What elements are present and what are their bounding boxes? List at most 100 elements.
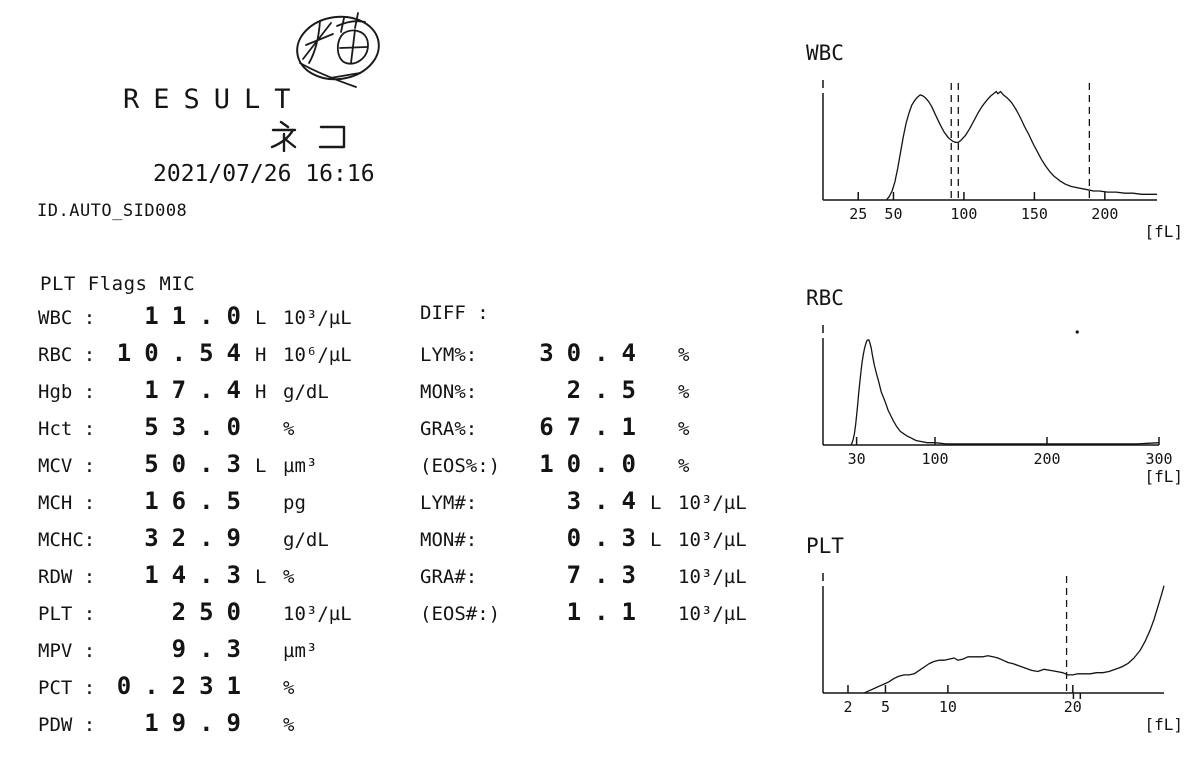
- result-row-lym%: LYM%: 30.4%: [420, 339, 747, 376]
- param-unit: g/dL: [283, 529, 329, 551]
- plt-distribution-curve: [863, 585, 1165, 694]
- param-value: 53.0: [144, 413, 254, 441]
- param-value: 0.3: [566, 524, 649, 552]
- result-row-wbc: WBC : 11.0 L 10³/µL: [38, 302, 352, 339]
- rbc-histogram: RBC 30 100 200 300[fL]: [806, 286, 1183, 486]
- param-label: MCV :: [38, 455, 96, 477]
- param-value: 3.4: [566, 487, 649, 515]
- param-unit: %: [678, 455, 690, 477]
- result-row-plt: PLT : 250 10³/µL: [38, 598, 352, 635]
- x-tick-label: 200: [1033, 450, 1060, 468]
- result-row-gra%: GRA%: 67.1%: [420, 413, 747, 450]
- param-value: 250: [171, 598, 254, 626]
- param-value: 9.3: [171, 635, 254, 663]
- param-label: MCHC:: [38, 529, 96, 551]
- result-row-mchc: MCHC: 32.9 g/dL: [38, 524, 352, 561]
- param-value: 14.3: [144, 561, 254, 589]
- result-row-pdw: PDW : 19.9%: [38, 709, 352, 746]
- diff-results-column: DIFF : LYM%: 30.4% MON%: 2.5% GRA%: 67.1% (EOS%…: [420, 302, 747, 635]
- x-tick-label: 25: [849, 205, 867, 223]
- result-row-hct: Hct : 53.0%: [38, 413, 352, 450]
- param-unit: 10³/µL: [678, 603, 747, 625]
- param-label: PLT :: [38, 603, 96, 625]
- param-unit: %: [283, 566, 295, 588]
- param-label: MCH :: [38, 492, 96, 514]
- param-value: 10.54: [116, 339, 254, 367]
- result-row-mon#: MON#: 0.3 L 10³/µL: [420, 524, 747, 561]
- param-value: 17.4: [144, 376, 254, 404]
- param-unit: µm³: [283, 455, 318, 477]
- result-row-eos%: (EOS%:) 10.0%: [420, 450, 747, 487]
- x-axis-unit-label: [fL]: [1144, 467, 1183, 486]
- result-row-mch: MCH : 16.5 pg: [38, 487, 352, 524]
- param-unit: 10³/µL: [283, 603, 352, 625]
- stamp-kanji-strokes: [299, 12, 369, 88]
- param-value: 30.4: [539, 339, 649, 367]
- param-unit: %: [283, 714, 295, 736]
- param-label: PCT :: [38, 677, 96, 699]
- page-title: RESULT: [123, 84, 305, 115]
- wbc-distribution-curve: [885, 90, 1157, 201]
- katakana-ne-glyph: [270, 120, 297, 152]
- param-flag: H: [255, 381, 267, 403]
- result-row-diff: DIFF :: [420, 302, 747, 339]
- param-flag: L: [255, 566, 267, 588]
- param-label: LYM#:: [420, 492, 478, 514]
- param-label: Hgb :: [38, 381, 96, 403]
- param-unit: 10³/µL: [678, 492, 747, 514]
- param-unit: %: [678, 381, 690, 403]
- param-unit: %: [678, 418, 690, 440]
- param-value: 7.3: [566, 561, 649, 589]
- x-tick-label: 30: [848, 450, 866, 468]
- result-row-eos#: (EOS#:) 1.1 10³/µL: [420, 598, 747, 635]
- param-unit: %: [283, 418, 295, 440]
- param-unit: 10³/µL: [283, 307, 352, 329]
- param-unit: %: [678, 344, 690, 366]
- x-tick-label: 2: [843, 698, 852, 716]
- wbc-chart-title: WBC: [806, 41, 844, 65]
- param-label: LYM%:: [420, 344, 478, 366]
- param-label: MPV :: [38, 640, 96, 662]
- param-flag: H: [255, 344, 267, 366]
- param-label: MON#:: [420, 529, 478, 551]
- rbc-distribution-curve: [850, 339, 1160, 446]
- result-row-rdw: RDW : 14.3 L%: [38, 561, 352, 598]
- plt-chart-title: PLT: [806, 534, 844, 558]
- param-value: 32.9: [144, 524, 254, 552]
- param-unit: g/dL: [283, 381, 329, 403]
- param-flag: L: [650, 492, 662, 514]
- x-tick-label: 100: [921, 450, 948, 468]
- param-value: 0.231: [116, 672, 254, 700]
- cat-kanji-stamp: [296, 12, 380, 88]
- param-label: MON%:: [420, 381, 478, 403]
- result-row-lym#: LYM#: 3.4 L 10³/µL: [420, 487, 747, 524]
- x-tick-label: 300: [1145, 450, 1172, 468]
- param-unit: µm³: [283, 640, 318, 662]
- result-row-rbc: RBC : 10.54 H 10⁶/µL: [38, 339, 352, 376]
- param-value: 19.9: [144, 709, 254, 737]
- param-unit: %: [283, 677, 295, 699]
- param-label: PDW :: [38, 714, 96, 736]
- print-artifact-dot: [1075, 330, 1079, 334]
- result-row-mpv: MPV : 9.3 µm³: [38, 635, 352, 672]
- plt-histogram: PLT 2 5 10 20 [fL]: [806, 534, 1183, 734]
- x-tick-label: 10: [939, 698, 957, 716]
- species-name-katakana: [270, 120, 346, 152]
- result-row-gra#: GRA#: 7.3 10³/µL: [420, 561, 747, 598]
- param-label: GRA#:: [420, 566, 478, 588]
- param-value: 50.3: [144, 450, 254, 478]
- param-unit: 10³/µL: [678, 566, 747, 588]
- param-label: WBC :: [38, 307, 96, 329]
- param-label: Hct :: [38, 418, 96, 440]
- x-tick-label: 20: [1064, 698, 1082, 716]
- param-label: RDW :: [38, 566, 96, 588]
- param-label: (EOS%:): [420, 455, 501, 477]
- param-value: 11.0: [144, 302, 254, 330]
- sample-id: ID.AUTO_SID008: [37, 201, 188, 221]
- cbc-results-column: WBC : 11.0 L 10³/µL RBC :10.54 H 10⁶/µL Hgb : 17…: [38, 302, 352, 746]
- param-value: 16.5: [144, 487, 254, 515]
- x-tick-label: 150: [1021, 205, 1048, 223]
